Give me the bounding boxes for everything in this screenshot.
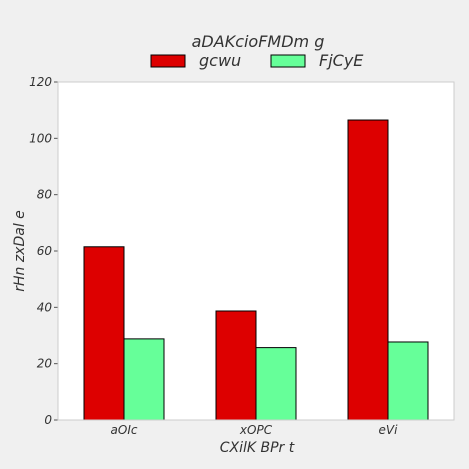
- y-axis-label: rHn zxDal e: [12, 210, 28, 292]
- legend-label-gcwu: gcwu: [199, 51, 241, 70]
- x-tick-label: aOIc: [111, 423, 138, 437]
- x-tick-label: xOPC: [239, 423, 273, 437]
- bar-gcwu-eVi: [347, 119, 389, 421]
- y-tick-label: 100: [29, 131, 52, 145]
- y-tick-label: 40: [37, 300, 53, 314]
- y-tick-label: 80: [37, 188, 53, 202]
- bar-FjCyE-xOPC: [255, 347, 297, 421]
- legend: aDAKcioFMDm g gcwu FjCyE: [150, 32, 364, 70]
- legend-items: gcwu FjCyE: [150, 51, 364, 70]
- legend-swatch-gcwu: [150, 54, 186, 68]
- x-tick-label: eVi: [379, 423, 399, 437]
- bar-gcwu-aOIc: [83, 246, 125, 421]
- y-tick-label: 0: [44, 413, 52, 427]
- legend-swatch-FjCyE: [270, 54, 306, 68]
- y-tick-label: 60: [37, 244, 53, 258]
- x-axis-ticks: aOIc xOPC eVi: [111, 423, 399, 437]
- legend-title: aDAKcioFMDm g: [192, 32, 325, 51]
- x-axis-label: CXilK BPr t: [220, 440, 295, 456]
- bars: [83, 119, 429, 421]
- bar-FjCyE-eVi: [387, 341, 429, 421]
- y-axis-ticks: 0 20 40 60 80 100 120: [29, 75, 58, 427]
- bar-FjCyE-aOIc: [123, 338, 165, 421]
- plot-frame: [57, 81, 455, 421]
- y-tick-label: 20: [37, 357, 53, 371]
- legend-label-FjCyE: FjCyE: [319, 51, 364, 70]
- y-tick-label: 120: [29, 75, 52, 89]
- bar-gcwu-xOPC: [215, 310, 257, 421]
